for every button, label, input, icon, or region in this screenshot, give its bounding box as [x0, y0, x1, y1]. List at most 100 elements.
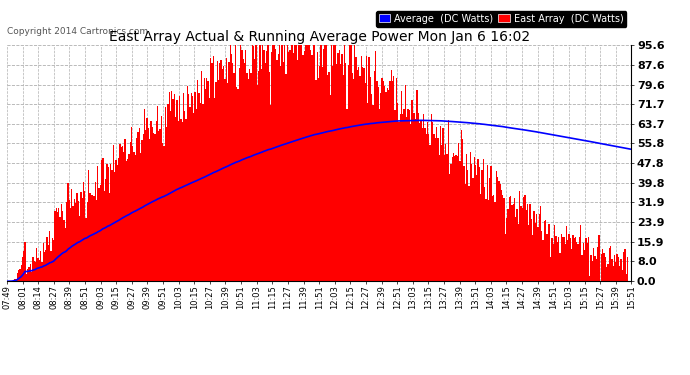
Bar — [183, 93, 184, 281]
Bar — [622, 270, 623, 281]
Bar — [455, 155, 457, 281]
Bar — [227, 83, 228, 281]
Bar — [580, 225, 582, 281]
Bar — [445, 144, 446, 281]
Bar — [461, 130, 462, 281]
Bar — [12, 280, 14, 281]
Bar — [471, 164, 473, 281]
Bar — [59, 217, 61, 281]
Bar — [214, 98, 215, 281]
Bar — [432, 122, 433, 281]
Bar — [494, 202, 495, 281]
Bar — [495, 171, 497, 281]
Bar — [298, 39, 299, 281]
Bar — [206, 78, 208, 281]
Bar — [172, 99, 174, 281]
Bar — [170, 111, 171, 281]
Bar — [414, 113, 415, 281]
Bar — [264, 63, 266, 281]
Bar — [442, 128, 444, 281]
Bar — [375, 51, 376, 281]
Bar — [226, 58, 227, 281]
Bar — [475, 165, 476, 281]
Bar — [614, 255, 615, 281]
Bar — [239, 68, 240, 281]
Bar — [402, 114, 404, 281]
Bar — [184, 111, 186, 281]
Bar — [145, 130, 146, 281]
Bar — [179, 96, 180, 281]
Bar — [484, 187, 485, 281]
Bar — [569, 234, 570, 281]
Bar — [56, 208, 57, 281]
Bar — [306, 39, 308, 281]
Bar — [586, 243, 588, 281]
Bar — [504, 198, 505, 281]
Bar — [466, 154, 467, 281]
Bar — [449, 174, 451, 281]
Bar — [168, 92, 170, 281]
Bar — [491, 166, 492, 281]
Bar — [411, 99, 413, 281]
Bar — [23, 251, 24, 281]
Bar — [598, 235, 600, 281]
Bar — [567, 240, 569, 281]
Bar — [557, 242, 558, 281]
Bar — [305, 39, 306, 281]
Bar — [17, 273, 18, 281]
Bar — [492, 196, 493, 281]
Bar — [341, 54, 342, 281]
Bar — [297, 60, 298, 281]
Bar — [48, 244, 49, 281]
Bar — [328, 72, 330, 281]
Bar — [149, 139, 150, 281]
Bar — [99, 188, 100, 281]
Bar — [213, 56, 214, 281]
Bar — [319, 66, 320, 281]
Bar — [597, 247, 598, 281]
Bar — [270, 105, 271, 281]
Bar — [538, 214, 540, 281]
Bar — [336, 64, 337, 281]
Bar — [30, 264, 31, 281]
Bar — [404, 109, 405, 281]
Bar — [14, 279, 15, 281]
Bar — [92, 195, 93, 281]
Bar — [43, 243, 44, 281]
Bar — [388, 90, 389, 281]
Bar — [482, 170, 483, 281]
Bar — [549, 224, 550, 281]
Bar — [524, 195, 526, 281]
Bar — [123, 152, 124, 281]
Bar — [106, 164, 108, 281]
Bar — [528, 225, 529, 281]
Bar — [469, 186, 470, 281]
Bar — [620, 259, 622, 281]
Bar — [237, 90, 239, 281]
Bar — [436, 127, 437, 281]
Bar — [489, 178, 491, 281]
Bar — [570, 238, 571, 281]
Bar — [607, 264, 609, 281]
Bar — [18, 270, 19, 281]
Bar — [181, 122, 183, 281]
Bar — [137, 132, 139, 281]
Bar — [49, 231, 50, 281]
Bar — [223, 66, 224, 281]
Bar — [126, 161, 127, 281]
Bar — [377, 87, 379, 281]
Bar — [317, 53, 318, 281]
Bar — [119, 144, 121, 281]
Bar — [57, 212, 58, 281]
Bar — [555, 236, 557, 281]
Bar — [286, 45, 288, 281]
Bar — [152, 126, 153, 281]
Bar — [177, 122, 179, 281]
Bar — [506, 218, 507, 281]
Bar — [71, 189, 72, 281]
Bar — [618, 257, 619, 281]
Bar — [219, 63, 221, 281]
Bar — [342, 75, 344, 281]
Bar — [242, 58, 244, 281]
Bar — [435, 138, 436, 281]
